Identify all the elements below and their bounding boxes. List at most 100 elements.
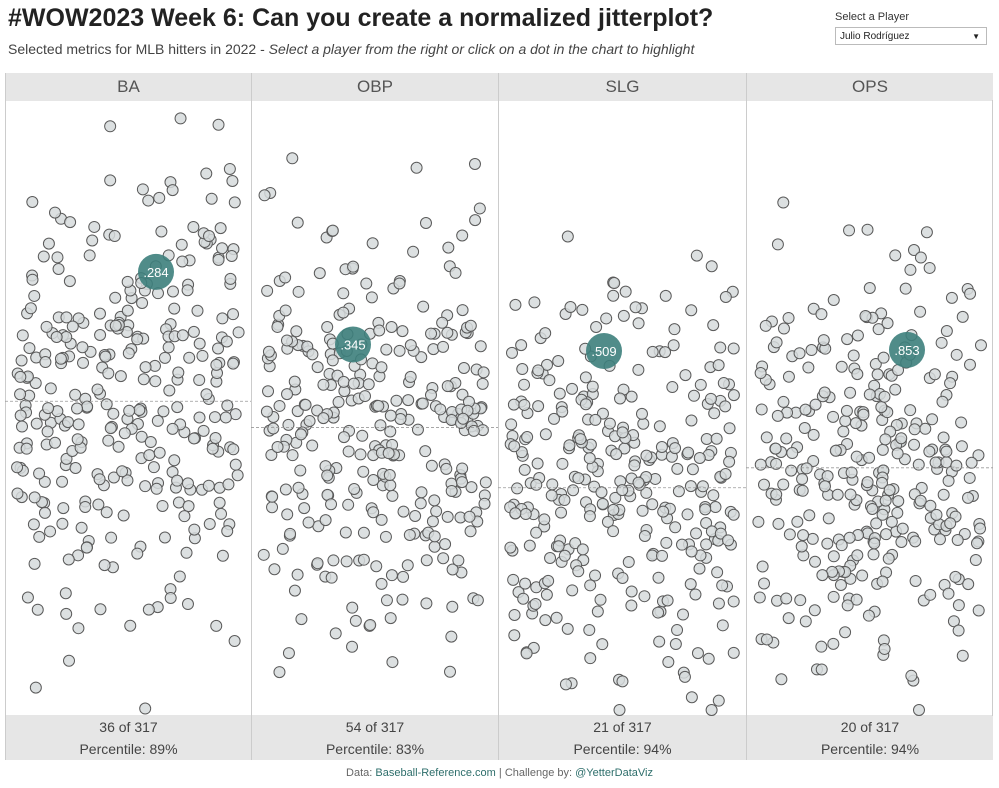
player-dot[interactable] [428,494,441,507]
player-dot[interactable] [690,249,703,262]
player-dot[interactable] [202,479,215,492]
player-dot[interactable] [193,411,206,424]
player-dot[interactable] [346,601,359,614]
player-dot[interactable] [816,569,829,582]
player-dot[interactable] [796,484,809,497]
player-dot[interactable] [150,482,163,495]
player-dot[interactable] [375,513,388,526]
player-dot[interactable] [76,341,89,354]
player-dot[interactable] [974,339,987,352]
player-dot[interactable] [914,251,927,264]
player-dot[interactable] [616,484,629,497]
player-dot[interactable] [367,506,380,519]
player-dot[interactable] [944,377,957,390]
player-dot[interactable] [879,494,892,507]
player-dot[interactable] [561,230,574,243]
player-dot[interactable] [231,469,244,482]
player-dot[interactable] [139,480,152,493]
player-dot[interactable] [896,522,909,535]
player-dot[interactable] [121,275,134,288]
player-dot[interactable] [337,431,350,444]
player-dot[interactable] [172,366,185,379]
player-dot[interactable] [677,608,690,621]
player-dot[interactable] [899,282,912,295]
player-dot[interactable] [607,525,620,538]
player-dot[interactable] [589,569,602,582]
player-dot[interactable] [41,425,54,438]
player-select[interactable]: Julio Rodríguez ▼ [835,27,987,45]
player-dot[interactable] [229,458,242,471]
player-dot[interactable] [176,329,189,342]
player-dot[interactable] [358,390,371,403]
highlighted-player-dot[interactable] [889,331,925,368]
player-dot[interactable] [419,445,432,458]
player-dot[interactable] [579,398,592,411]
player-dot[interactable] [187,221,200,234]
player-dot[interactable] [228,196,241,209]
player-dot[interactable] [393,344,406,357]
player-dot[interactable] [302,516,315,529]
player-dot[interactable] [227,357,240,370]
player-dot[interactable] [622,556,635,569]
player-dot[interactable] [81,400,94,413]
player-dot[interactable] [540,588,553,601]
player-dot[interactable] [851,329,864,342]
player-dot[interactable] [594,593,607,606]
player-dot[interactable] [456,476,469,489]
player-dot[interactable] [16,329,29,342]
player-dot[interactable] [396,593,409,606]
player-dot[interactable] [786,447,799,460]
player-dot[interactable] [133,404,146,417]
player-dot[interactable] [702,652,715,665]
player-dot[interactable] [20,442,33,455]
player-dot[interactable] [292,481,305,494]
player-dot[interactable] [299,398,312,411]
player-dot[interactable] [782,311,795,324]
player-dot[interactable] [929,456,942,469]
player-dot[interactable] [124,619,137,632]
player-dot[interactable] [841,599,854,612]
player-dot[interactable] [972,604,985,617]
player-dot[interactable] [972,449,985,462]
player-dot[interactable] [144,436,157,449]
player-dot[interactable] [75,521,88,534]
player-dot[interactable] [107,471,120,484]
player-dot[interactable] [107,407,120,420]
player-dot[interactable] [271,320,284,333]
player-dot[interactable] [21,591,34,604]
player-dot[interactable] [225,249,238,262]
player-dot[interactable] [216,549,229,562]
player-dot[interactable] [719,290,732,303]
player-dot[interactable] [868,537,881,550]
player-dot[interactable] [356,429,369,442]
player-dot[interactable] [279,304,292,317]
player-dot[interactable] [261,284,274,297]
player-dot[interactable] [180,546,193,559]
player-dot[interactable] [50,330,63,343]
player-dot[interactable] [558,494,571,507]
player-dot[interactable] [63,654,76,667]
player-dot[interactable] [827,293,840,306]
player-dot[interactable] [505,418,518,431]
player-dot[interactable] [933,533,946,546]
player-dot[interactable] [181,477,194,490]
player-dot[interactable] [114,370,127,383]
player-dot[interactable] [656,549,669,562]
player-dot[interactable] [940,325,953,338]
player-dot[interactable] [843,224,856,237]
player-dot[interactable] [542,574,555,587]
player-dot[interactable] [205,192,218,205]
player-dot[interactable] [29,681,42,694]
player-dot[interactable] [157,405,170,418]
player-dot[interactable] [135,430,148,443]
chevron-down-icon[interactable]: ▼ [972,32,980,41]
player-dot[interactable] [669,638,682,651]
player-dot[interactable] [835,360,848,373]
player-dot[interactable] [920,226,933,239]
player-dot[interactable] [228,635,241,648]
player-dot[interactable] [64,216,77,229]
player-dot[interactable] [183,351,196,364]
player-dot[interactable] [694,378,707,391]
player-dot[interactable] [691,647,704,660]
player-dot[interactable] [821,537,834,550]
